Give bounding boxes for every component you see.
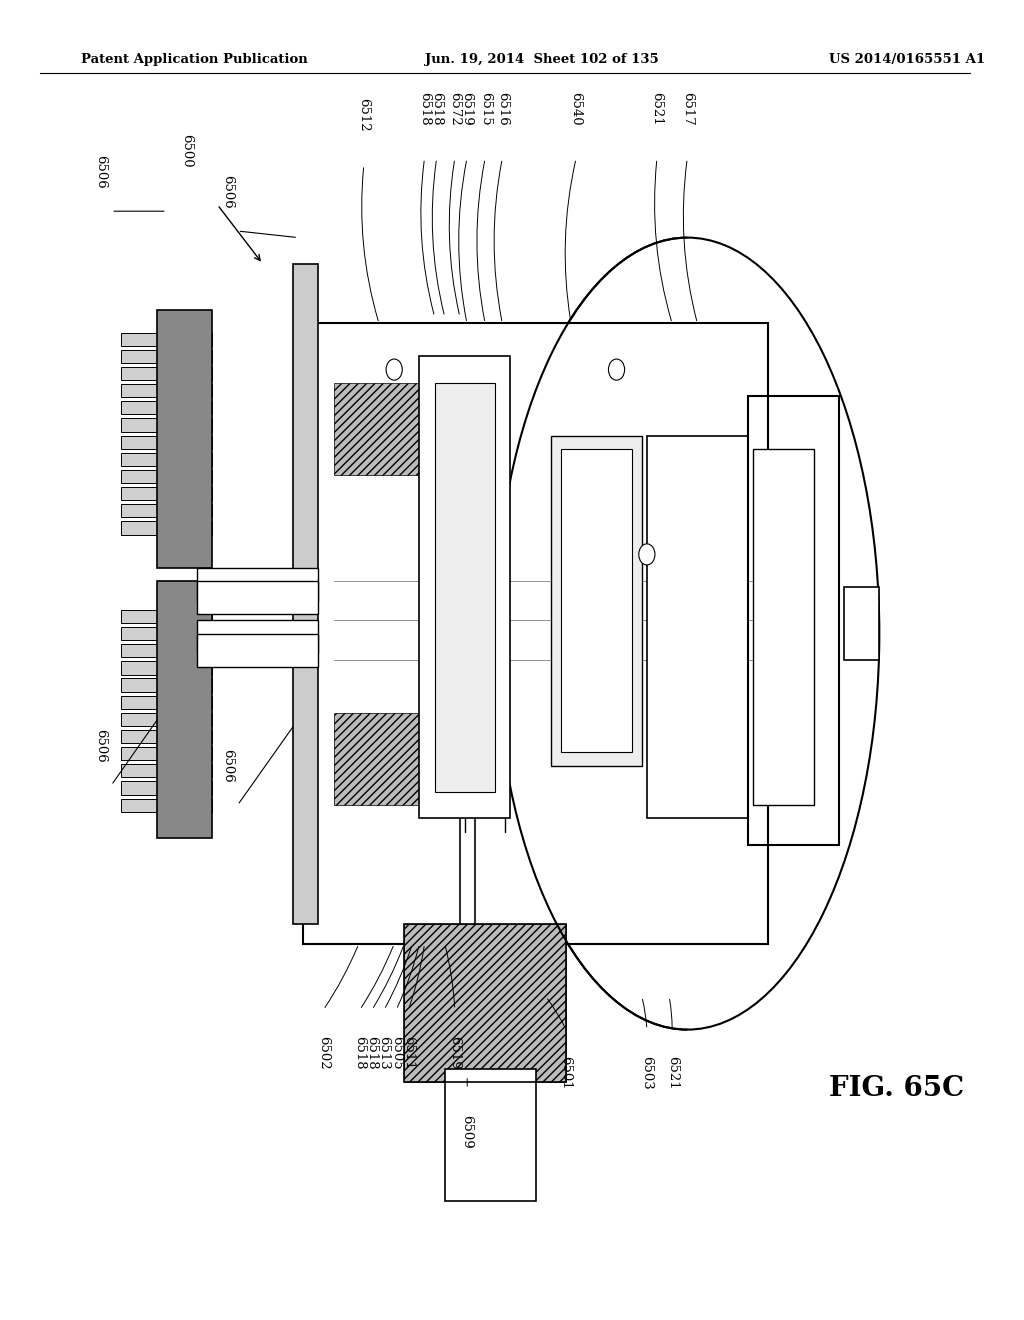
Text: 6500: 6500: [180, 135, 194, 168]
Bar: [121, 696, 212, 709]
Circle shape: [386, 359, 402, 380]
Text: 6518: 6518: [430, 92, 443, 125]
Circle shape: [608, 359, 625, 380]
Bar: [121, 678, 212, 692]
Bar: [121, 470, 212, 483]
Bar: [652, 634, 742, 792]
Text: 6501: 6501: [559, 1056, 572, 1089]
Text: 6518: 6518: [418, 92, 431, 125]
Text: 6506: 6506: [221, 748, 233, 783]
Text: 6502: 6502: [317, 1036, 330, 1069]
Text: 6516: 6516: [496, 91, 509, 125]
Bar: [121, 747, 212, 760]
Text: 6521: 6521: [666, 1056, 679, 1089]
Bar: [121, 418, 212, 432]
Bar: [121, 781, 212, 795]
Bar: [197, 620, 318, 653]
Bar: [121, 367, 212, 380]
Bar: [647, 436, 748, 818]
Ellipse shape: [496, 238, 880, 1030]
Text: Patent Application Publication: Patent Application Publication: [81, 53, 307, 66]
Bar: [753, 449, 814, 805]
Text: 6572: 6572: [449, 91, 462, 125]
Text: 6512: 6512: [357, 99, 371, 132]
Text: FIG. 65C: FIG. 65C: [828, 1076, 964, 1102]
Bar: [197, 634, 318, 667]
Bar: [197, 581, 318, 614]
Bar: [197, 568, 318, 601]
Bar: [444, 1069, 536, 1201]
Bar: [334, 713, 455, 805]
Text: 6506: 6506: [94, 154, 108, 189]
Text: 6506: 6506: [94, 729, 108, 763]
Bar: [121, 730, 212, 743]
Text: 6505: 6505: [390, 1036, 402, 1069]
Bar: [844, 587, 880, 660]
Bar: [420, 356, 510, 818]
Text: 6513: 6513: [378, 1036, 390, 1071]
Bar: [157, 581, 212, 838]
Text: 6518: 6518: [353, 1036, 367, 1069]
Bar: [434, 383, 496, 792]
Bar: [121, 487, 212, 500]
Bar: [157, 310, 212, 568]
Text: 6519: 6519: [449, 1036, 462, 1071]
Text: 6511: 6511: [401, 1036, 415, 1069]
Bar: [121, 504, 212, 517]
Text: 6509: 6509: [461, 1115, 473, 1150]
Bar: [121, 661, 212, 675]
Text: 6519: 6519: [461, 91, 473, 125]
Text: 6518: 6518: [366, 1036, 379, 1069]
Bar: [121, 521, 212, 535]
Bar: [561, 449, 632, 752]
Bar: [121, 384, 212, 397]
Bar: [121, 401, 212, 414]
Text: US 2014/0165551 A1: US 2014/0165551 A1: [828, 53, 985, 66]
Text: 6503: 6503: [640, 1056, 653, 1090]
Bar: [748, 396, 839, 845]
Text: 6506: 6506: [221, 174, 233, 209]
Bar: [303, 323, 768, 944]
Bar: [121, 764, 212, 777]
Bar: [121, 610, 212, 623]
Bar: [121, 453, 212, 466]
Bar: [404, 924, 566, 1082]
Bar: [293, 264, 318, 924]
Text: 6521: 6521: [650, 92, 664, 125]
Text: 6540: 6540: [569, 92, 583, 125]
Bar: [121, 644, 212, 657]
Text: 6517: 6517: [681, 91, 694, 125]
Text: 6515: 6515: [478, 92, 492, 125]
Circle shape: [639, 544, 655, 565]
Bar: [121, 333, 212, 346]
Bar: [652, 469, 742, 601]
Bar: [121, 713, 212, 726]
Bar: [121, 436, 212, 449]
Bar: [404, 924, 566, 1082]
Bar: [334, 383, 455, 475]
Text: Jun. 19, 2014  Sheet 102 of 135: Jun. 19, 2014 Sheet 102 of 135: [425, 53, 658, 66]
Bar: [121, 799, 212, 812]
Bar: [551, 436, 642, 766]
Bar: [121, 627, 212, 640]
Bar: [121, 350, 212, 363]
